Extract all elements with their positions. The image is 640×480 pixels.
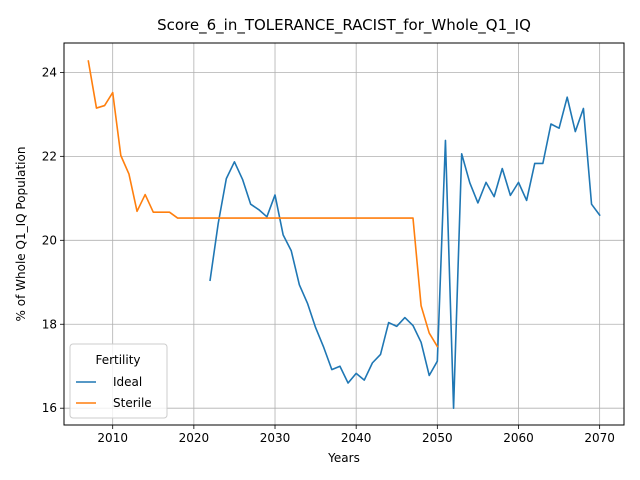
chart-title: Score_6_in_TOLERANCE_RACIST_for_Whole_Q1… [157, 16, 531, 35]
legend-label-ideal: Ideal [113, 375, 142, 389]
x-tick-label: 2070 [584, 431, 615, 445]
grid [64, 43, 624, 425]
legend: Fertility Ideal Sterile [69, 343, 168, 419]
x-tick-label: 2010 [97, 431, 128, 445]
x-tick-label: 2020 [179, 431, 210, 445]
x-axis-label: Years [327, 451, 360, 465]
x-tick-label: 2030 [260, 431, 291, 445]
y-tick-label: 16 [42, 401, 57, 415]
x-tick-label: 2050 [422, 431, 453, 445]
legend-label-sterile: Sterile [113, 396, 152, 410]
y-axis-label: % of Whole Q1_IQ Population [14, 147, 28, 322]
y-tick-label: 18 [42, 317, 57, 331]
x-tick-label: 2060 [503, 431, 534, 445]
x-axis: 2010 2020 2030 2040 2050 2060 2070 [97, 425, 615, 445]
y-axis: 16 18 20 22 24 [42, 65, 64, 415]
series-line-ideal [209, 96, 601, 410]
y-tick-label: 20 [42, 233, 57, 247]
plot-frame [63, 42, 625, 426]
y-tick-label: 22 [42, 149, 57, 163]
series-line-sterile [87, 60, 439, 348]
y-tick-label: 24 [42, 65, 57, 79]
legend-box [69, 343, 168, 419]
x-tick-label: 2040 [341, 431, 372, 445]
legend-title: Fertility [95, 353, 140, 367]
series-layer [87, 60, 601, 410]
